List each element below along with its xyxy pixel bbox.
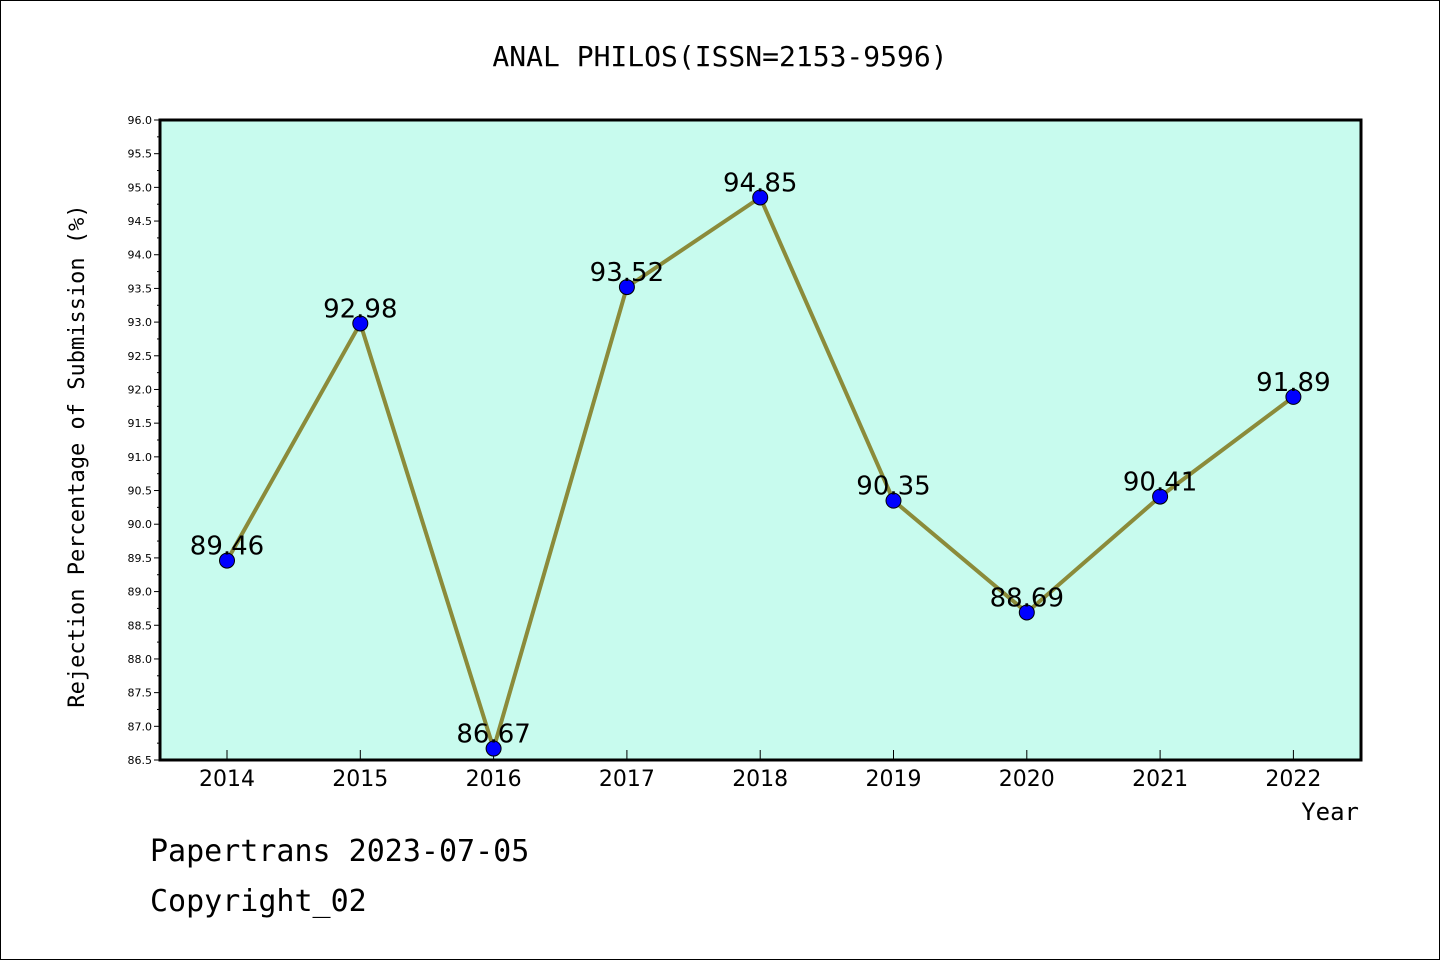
x-tick-label: 2021 bbox=[1132, 767, 1188, 792]
y-tick-label: 87.5 bbox=[128, 687, 153, 700]
data-label: 86.67 bbox=[456, 720, 530, 750]
footer-date: Papertrans 2023-07-05 bbox=[150, 834, 530, 869]
y-tick-label: 94.5 bbox=[128, 215, 153, 228]
data-label: 89.46 bbox=[190, 532, 264, 562]
x-tick-label: 2017 bbox=[599, 767, 655, 792]
data-label: 93.52 bbox=[590, 258, 664, 288]
data-label: 91.89 bbox=[1256, 368, 1330, 398]
x-axis-label: Year bbox=[1301, 798, 1359, 826]
footer-copyright: Copyright_02 bbox=[150, 884, 367, 919]
y-tick-label: 87.0 bbox=[128, 720, 153, 733]
data-point bbox=[1285, 388, 1302, 405]
data-label: 90.41 bbox=[1123, 468, 1197, 498]
x-tick-label: 2022 bbox=[1265, 767, 1321, 792]
data-point bbox=[752, 189, 769, 206]
data-label: 94.85 bbox=[723, 168, 797, 198]
y-tick-label: 95.5 bbox=[128, 148, 153, 161]
y-tick-label: 90.5 bbox=[128, 485, 153, 498]
y-axis: 86.5 87.0 87.5 88.0 88.5 89.0 89.5 90.0 90.5 91.0… bbox=[128, 114, 160, 767]
x-tick-label: 2014 bbox=[199, 767, 255, 792]
plot-border bbox=[158, 118, 1363, 762]
y-tick-label: 96.0 bbox=[128, 114, 153, 127]
data-label: 92.98 bbox=[323, 294, 397, 324]
data-point bbox=[352, 315, 369, 332]
data-point bbox=[618, 279, 635, 296]
y-tick-label: 93.5 bbox=[128, 282, 153, 295]
data-point bbox=[1018, 604, 1035, 621]
y-tick-label: 86.5 bbox=[128, 754, 153, 767]
y-tick-label: 88.5 bbox=[128, 619, 153, 632]
data-label: 90.35 bbox=[856, 472, 930, 502]
y-tick-label: 88.0 bbox=[128, 653, 153, 666]
plot-area bbox=[160, 120, 1361, 760]
y-axis-label: Rejection Percentage of Submission (%) bbox=[65, 204, 90, 707]
y-tick-label: 90.0 bbox=[128, 518, 153, 531]
y-tick-label: 91.0 bbox=[128, 451, 153, 464]
y-tick-label: 93.0 bbox=[128, 316, 153, 329]
y-tick-label: 89.0 bbox=[128, 586, 153, 599]
data-point bbox=[219, 552, 235, 569]
x-axis: 2014 2015 2016 2017 2018 2019 2020 2021 2022 bbox=[199, 750, 1321, 792]
x-tick-label: 2018 bbox=[732, 767, 788, 792]
x-tick-label: 2015 bbox=[332, 767, 388, 792]
x-tick-label: 2020 bbox=[999, 767, 1055, 792]
data-label: 88.69 bbox=[990, 583, 1064, 613]
y-tick-label: 92.0 bbox=[128, 383, 153, 396]
y-tick-label: 92.5 bbox=[128, 350, 153, 363]
data-point bbox=[1152, 488, 1169, 505]
y-tick-label: 89.5 bbox=[128, 552, 153, 565]
series-rejection: 89.46 92.98 86.67 93.52 94.85 90.35 88.69 90.41… bbox=[190, 168, 1331, 757]
chart-title: ANAL PHILOS(ISSN=2153-9596) bbox=[492, 40, 947, 73]
data-point bbox=[485, 740, 502, 757]
y-tick-label: 91.5 bbox=[128, 417, 153, 430]
y-tick-label: 95.0 bbox=[128, 181, 153, 194]
x-tick-label: 2019 bbox=[866, 767, 922, 792]
x-tick-label: 2016 bbox=[466, 767, 522, 792]
y-tick-label: 94.0 bbox=[128, 249, 153, 262]
data-point bbox=[885, 492, 902, 509]
